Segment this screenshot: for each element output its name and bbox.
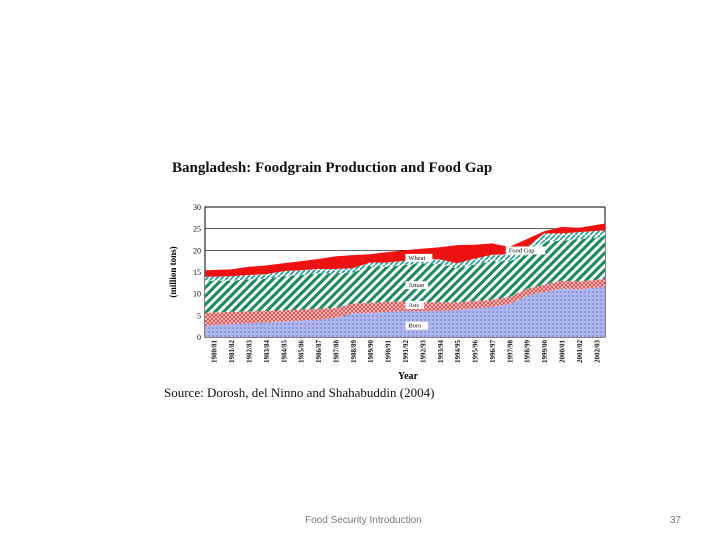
x-tick-label: 1980/81 (211, 340, 219, 363)
x-tick-label: 1982/83 (246, 340, 254, 363)
x-tick-label: 1991/92 (402, 340, 410, 363)
x-tick-label: 1998/99 (524, 340, 532, 363)
area-food-gap (205, 223, 605, 277)
x-tick-label: 1992/93 (419, 340, 427, 363)
annotation-wheat: Wheat (408, 255, 425, 262)
x-tick-label: 1990/91 (385, 340, 393, 363)
page-number: 37 (670, 515, 682, 526)
y-tick-label: 20 (193, 246, 201, 255)
area-wheat (205, 230, 605, 281)
x-tick-label: 1984/85 (280, 340, 288, 363)
x-tick-label: 1981/82 (228, 340, 236, 363)
annotation-boro: Boro (408, 323, 421, 330)
footer-title: Food Security Introduction (305, 515, 422, 526)
x-tick-label: 1997/98 (506, 340, 514, 363)
x-tick-label: 1999/00 (541, 340, 549, 363)
area-aus (205, 278, 605, 326)
source-citation: Source: Dorosh, del Ninno and Shahabuddi… (164, 385, 435, 400)
x-tick-label: 1986/87 (315, 340, 323, 363)
x-tick-label: 1988/89 (350, 340, 358, 363)
y-axis-ticks: 0 5 10 15 20 25 30 (193, 203, 201, 342)
x-axis-label: Year (398, 371, 419, 382)
area-boro (205, 286, 605, 337)
y-axis-label: (million tons) (168, 246, 178, 297)
annotation-box (405, 300, 424, 309)
y-tick-label: 5 (197, 311, 201, 320)
annotation-box (505, 246, 546, 255)
x-tick-label: 2000/01 (559, 340, 567, 363)
y-tick-label: 25 (193, 225, 201, 234)
x-tick-label: 2001/02 (576, 340, 584, 363)
annotation-box (405, 321, 429, 330)
y-tick-label: 30 (193, 203, 201, 212)
x-tick-label: 1996/97 (489, 340, 497, 363)
x-tick-label: 1994/95 (454, 340, 462, 363)
x-tick-label: 1995/96 (472, 340, 480, 363)
y-tick-label: 0 (197, 333, 201, 342)
annotation-aman: Aman (408, 282, 425, 289)
chart-title: Bangladesh: Foodgrain Production and Foo… (172, 160, 493, 176)
x-tick-label: 1989/90 (367, 340, 375, 363)
x-tick-label: 1985/86 (298, 340, 306, 363)
stacked-areas (205, 223, 605, 337)
annotation-box (405, 253, 433, 262)
annotation-aus: Aus (408, 302, 419, 309)
y-tick-label: 10 (193, 290, 201, 299)
x-tick-label: 2002/03 (593, 340, 601, 363)
x-tick-label: 1993/94 (437, 340, 445, 363)
x-tick-label: 1987/88 (332, 340, 340, 363)
x-tick-label: 1983/84 (263, 340, 271, 363)
annotation-food-gap: Food Gap (509, 248, 535, 255)
y-tick-label: 15 (193, 268, 201, 277)
area-chart: Food Gap Wheat Aman Aus Boro 0 5 10 15 20 25 30 19… (168, 203, 606, 382)
x-axis-ticks: 1980/81 1981/82 1982/83 1983/84 1984/85 1985/… (211, 340, 602, 363)
annotation-box (405, 281, 429, 290)
area-aman (205, 236, 605, 313)
area-annotations: Food Gap Wheat Aman Aus Boro (405, 246, 546, 330)
